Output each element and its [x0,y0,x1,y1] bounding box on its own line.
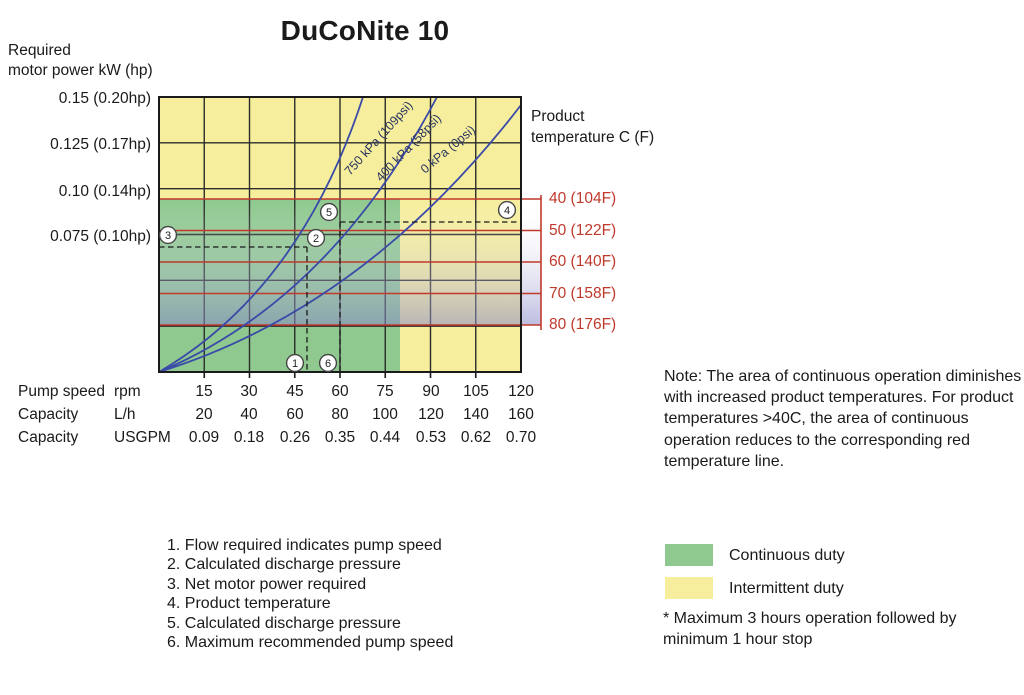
curve-0kpa [158,104,522,373]
lh-value: 40 [240,405,258,423]
legend-swatch-intermittent [665,577,713,599]
rpm-value: 105 [463,383,489,400]
footnote-text: * Maximum 3 hours operation followed by … [663,610,957,648]
marker-1: 1 [285,353,305,373]
usgpm-value: 0.26 [279,428,311,446]
rpm-value: 120 [508,383,534,400]
lh-value: 140 [463,405,489,423]
lh-value: 100 [372,405,398,423]
x-axis-row-lh: Capacity L/h 20 40 60 80 100 120 140 160 [0,406,560,424]
svg-text:6: 6 [325,358,331,370]
usgpm-value: 0.35 [324,428,356,446]
marker-6: 6 [318,353,338,373]
x-axis-row-unit: rpm [114,383,141,400]
y-tick-0.10: 0.10 (0.14hp) [58,183,151,200]
legend-label-intermittent: Intermittent duty [729,580,844,597]
x-axis-row-unit: USGPM [114,428,171,446]
dashed-example-1 [159,246,308,372]
svg-text:5: 5 [326,207,332,219]
annotation-item: 5. Calculated discharge pressure [167,614,401,632]
y-axis-label-line2: motor power kW (hp) [8,62,153,79]
annotation-item: 2. Calculated discharge pressure [167,556,401,574]
annotation-item: 4. Product temperature [167,595,331,613]
x-axis-row-name: Capacity [18,405,79,423]
lh-value: 160 [508,405,534,423]
example-dashed-lines [159,221,518,372]
rpm-value: 30 [240,383,258,400]
annotation-list: 1. Flow required indicates pump speed 2.… [167,536,453,652]
usgpm-value: 0.18 [233,428,265,446]
y-tick-0.075: 0.075 (0.10hp) [50,228,151,245]
svg-text:2: 2 [313,233,319,245]
legend-label-continuous: Continuous duty [729,547,845,564]
x-axis-row-usgpm: Capacity USGPM 0.09 0.18 0.26 0.35 0.44 … [0,429,560,447]
x-axis-row-name: Capacity [18,428,79,446]
svg-text:1: 1 [292,358,298,370]
y-axis-label: Required motor power kW (hp) [8,41,153,81]
temp-tick-70: 70 (158F) [549,284,617,302]
lh-value: 60 [286,405,304,423]
curve-750kpa [158,96,364,373]
temp-tick-40: 40 (104F) [549,190,617,207]
annotation-item: 1. Flow required indicates pump speed [167,537,442,554]
curve-400kpa [158,96,438,373]
annotation-item: 3. Net motor power required [167,575,367,593]
marker-5: 5 [319,202,339,222]
temperature-lines [159,195,542,330]
lh-value: 120 [418,405,444,423]
legend-swatch-continuous [665,544,713,566]
lh-value: 80 [331,405,349,423]
annotation-item: 6. Maximum recommended pump speed [167,634,454,652]
svg-text:4: 4 [504,205,510,217]
y-tick-0.125: 0.125 (0.17hp) [50,136,151,153]
x-axis-row-rpm: Pump speed rpm 15 30 45 60 75 90 105 120 [0,383,560,401]
usgpm-value: 0.53 [415,428,447,446]
usgpm-value: 0.09 [188,428,220,446]
x-axis-row-unit: L/h [114,405,136,423]
svg-text:3: 3 [165,230,171,242]
pressure-curves [158,96,522,373]
lh-value: 20 [195,405,213,423]
temp-tick-80: 80 (176F) [549,316,617,333]
x-axis-ticks [203,372,477,378]
rpm-value: 60 [331,383,349,400]
y-tick-0.15: 0.15 (0.20hp) [58,90,151,107]
step-markers: 1 2 3 4 5 6 [158,200,517,373]
note-text: Note: The area of continuous operation d… [664,368,1022,470]
y-axis-label-line1: Required [8,42,71,59]
rpm-value: 75 [376,383,394,400]
usgpm-value: 0.70 [505,428,537,446]
usgpm-value: 0.44 [369,428,401,446]
temp-tick-60: 60 (140F) [549,253,617,270]
page-title: DuCoNite 10 [280,15,450,46]
temp-tick-50: 50 (122F) [549,221,617,239]
x-axis-row-name: Pump speed [18,383,106,400]
usgpm-value: 0.62 [460,428,492,446]
temperature-axis-label-line2: temperature C (F) [531,129,655,146]
rpm-value: 45 [286,383,304,400]
temperature-axis-label-line1: Product [531,108,585,125]
rpm-value: 90 [422,383,440,400]
dashed-example-2 [339,221,518,372]
rpm-value: 15 [195,383,213,400]
marker-3: 3 [158,225,178,245]
temperature-axis-label: Product temperature C (F) [531,106,654,148]
marker-4: 4 [497,200,517,220]
marker-2: 2 [306,228,326,248]
